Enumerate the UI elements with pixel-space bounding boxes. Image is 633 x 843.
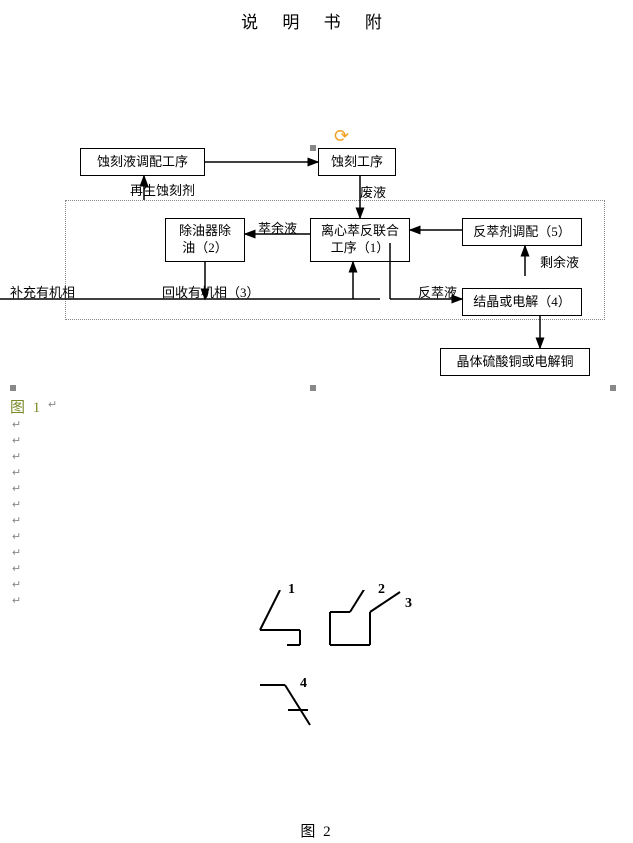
box-crystal: 结晶或电解（4） <box>462 288 582 316</box>
label-rec-org: 回收有机相（3） <box>162 282 260 301</box>
label-strip-liq: 反萃液 <box>418 282 457 301</box>
frame-marker <box>10 385 16 391</box>
box-stripper: 反萃剂调配（5） <box>462 218 582 246</box>
paragraph-mark: ↵ <box>12 530 21 543</box>
paragraph-mark: ↵ <box>12 546 21 559</box>
label-supp-org: 补充有机相 <box>10 282 75 301</box>
label-remain: 剩余液 <box>540 252 579 271</box>
sketch-num-3: 3 <box>405 596 412 612</box>
box-deoil: 除油器除 油（2） <box>165 218 245 262</box>
sketch-num-2: 2 <box>378 582 385 598</box>
paragraph-mark: ↵ <box>12 450 21 463</box>
label-regen: 再生蚀刻剂 <box>130 180 195 199</box>
flowchart-fig1: 蚀刻液调配工序 蚀刻工序 除油器除 油（2） 离心萃反联合 工序（1） 反萃剂调… <box>0 148 633 408</box>
paragraph-mark: ↵ <box>12 514 21 527</box>
frame-marker <box>610 385 616 391</box>
paragraph-mark: ↵ <box>12 562 21 575</box>
box-centrifuge: 离心萃反联合 工序（1） <box>310 218 410 262</box>
sketch-fig2: 1 2 3 4 <box>0 590 633 790</box>
paragraph-mark: ↵ <box>12 498 21 511</box>
page-title: 说 明 书 附 <box>0 8 633 33</box>
label-raffinate: 萃余液 <box>258 218 297 237</box>
paragraph-mark: ↵ <box>12 434 21 447</box>
frame-marker <box>310 145 316 151</box>
paragraph-mark: ↵ <box>12 466 21 479</box>
refresh-icon: ⟳ <box>334 126 349 147</box>
box-product: 晶体硫酸铜或电解铜 <box>440 348 590 376</box>
sketch-num-4: 4 <box>300 676 307 692</box>
fig1-label: 图 1 <box>10 396 42 417</box>
fig2-label: 图 2 <box>0 820 633 841</box>
box-etch-proc: 蚀刻工序 <box>318 148 396 176</box>
sketch-lines <box>0 590 633 790</box>
paragraph-mark: ↵ <box>48 398 57 411</box>
label-waste: 废液 <box>360 182 386 201</box>
box-etch-mix: 蚀刻液调配工序 <box>80 148 205 176</box>
paragraph-mark: ↵ <box>12 482 21 495</box>
frame-marker <box>310 385 316 391</box>
sketch-num-1: 1 <box>288 582 295 598</box>
paragraph-mark: ↵ <box>12 418 21 431</box>
